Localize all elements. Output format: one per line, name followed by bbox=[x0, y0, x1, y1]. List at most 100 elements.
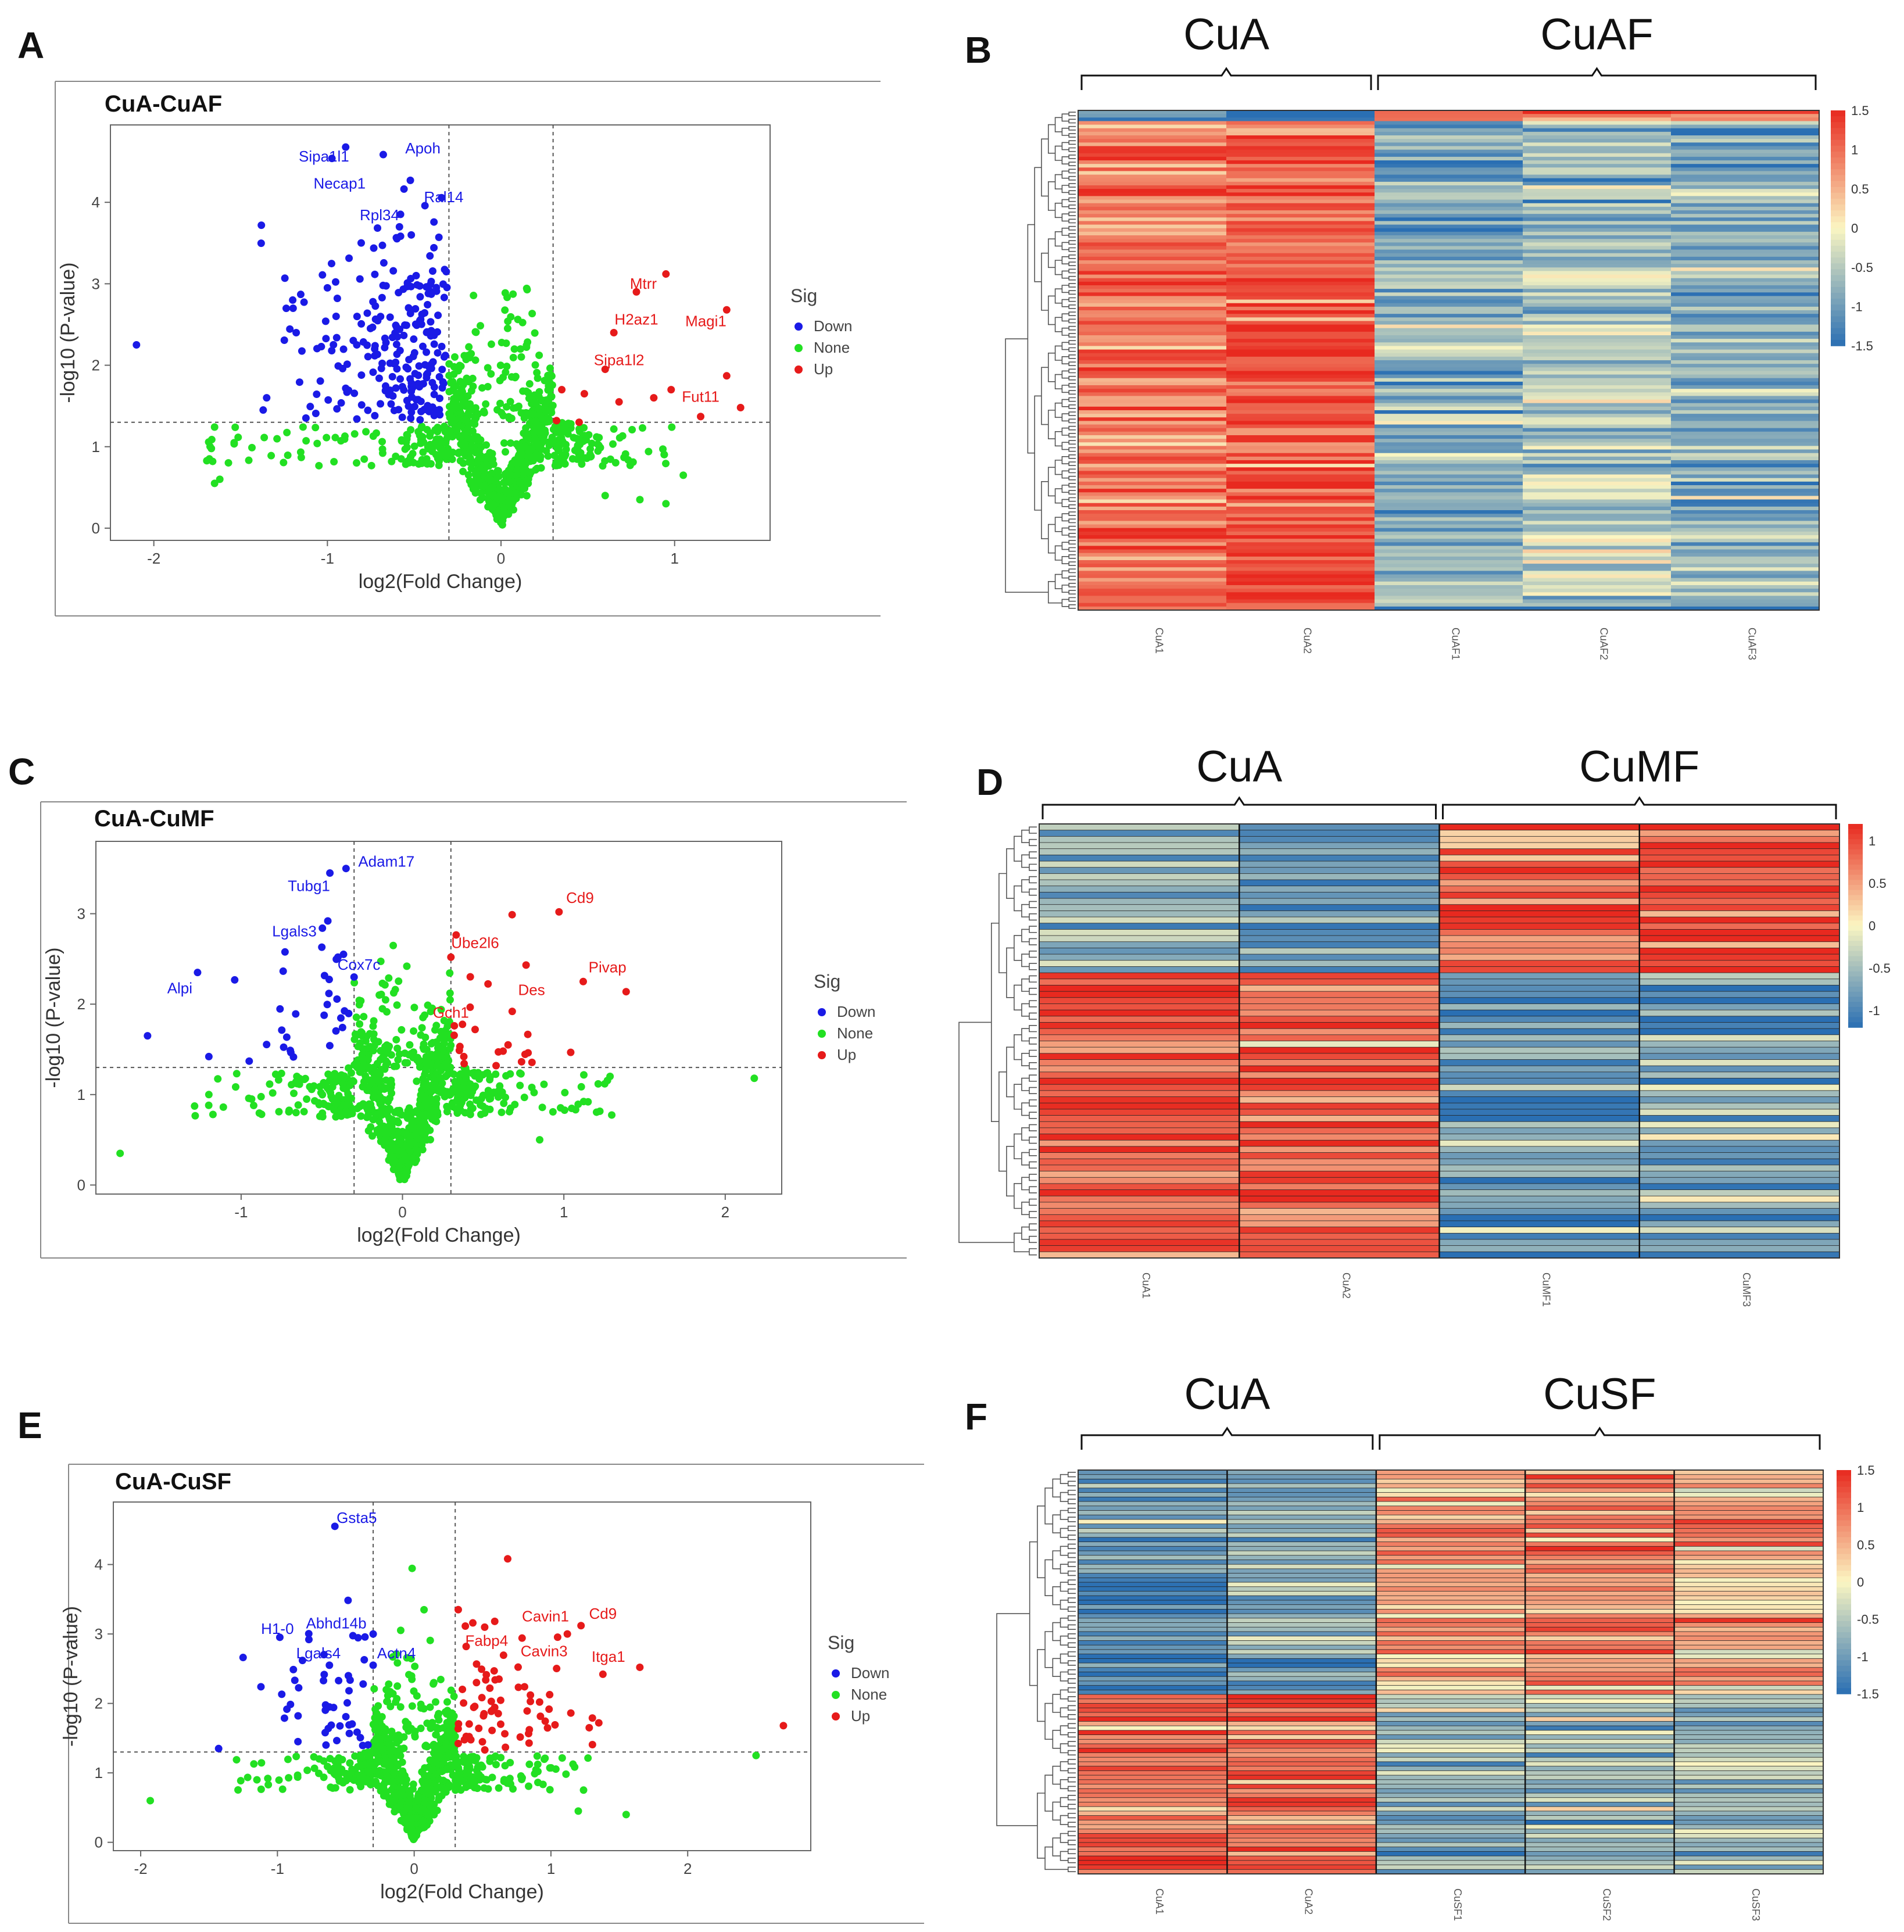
point-up bbox=[575, 418, 583, 426]
heatmap-cell bbox=[1078, 1537, 1228, 1543]
heatmap-cell bbox=[1376, 1618, 1526, 1623]
heatmap-cell bbox=[1523, 256, 1672, 261]
heatmap-cell bbox=[1078, 131, 1227, 136]
point-down bbox=[338, 1023, 346, 1031]
heatmap-cell bbox=[1078, 585, 1227, 589]
heatmap-cell bbox=[1439, 1071, 1640, 1079]
heatmap-cell bbox=[1523, 564, 1672, 568]
heatmap-cell bbox=[1239, 916, 1440, 924]
heatmap-cell bbox=[1226, 449, 1375, 454]
heatmap-cell bbox=[1039, 911, 1240, 918]
dendrogram-branch bbox=[1029, 826, 1037, 834]
point-none bbox=[494, 1093, 502, 1101]
dendrogram-branch bbox=[1061, 242, 1069, 250]
dendrogram-branch bbox=[1061, 227, 1069, 236]
heatmap-cell bbox=[1239, 1109, 1440, 1116]
heatmap-cell bbox=[1039, 886, 1240, 893]
point-down bbox=[345, 1687, 353, 1695]
heatmap-cell bbox=[1439, 1096, 1640, 1104]
heatmap-cell bbox=[1439, 1121, 1640, 1128]
heatmap-cell bbox=[1078, 156, 1227, 161]
heatmap-cell bbox=[1376, 1532, 1526, 1538]
heatmap-cell bbox=[1376, 1524, 1526, 1529]
dendrogram-branch bbox=[1047, 524, 1055, 554]
heatmap-cell bbox=[1226, 253, 1375, 257]
heatmap-cell bbox=[1375, 274, 1523, 279]
dendrogram-branch bbox=[1068, 504, 1076, 509]
point-up bbox=[471, 1702, 479, 1711]
point-none bbox=[511, 489, 519, 497]
point-up bbox=[545, 1705, 553, 1714]
heatmap-cell bbox=[1376, 1644, 1526, 1650]
heatmap-cell bbox=[1078, 117, 1227, 122]
point-none bbox=[414, 1135, 423, 1143]
heatmap-cell bbox=[1671, 592, 1820, 597]
dendrogram-branch bbox=[1068, 126, 1076, 131]
heatmap-cell bbox=[1039, 1102, 1240, 1110]
point-down bbox=[205, 1052, 213, 1060]
heatmap-cell bbox=[1375, 417, 1523, 422]
dendrogram-branch bbox=[1061, 456, 1069, 464]
color-bar-step bbox=[1831, 239, 1845, 246]
heatmap-cell bbox=[1439, 997, 1640, 1005]
point-none bbox=[331, 1078, 339, 1086]
color-bar-step bbox=[1831, 128, 1845, 135]
point-down bbox=[322, 1741, 330, 1749]
dendrogram-branch bbox=[1021, 1028, 1029, 1042]
point-down bbox=[295, 1684, 303, 1692]
heatmap-cell bbox=[1375, 317, 1523, 322]
heatmap-cell bbox=[1078, 467, 1227, 472]
heatmap-cell bbox=[1078, 342, 1227, 347]
heatmap-cell bbox=[1523, 339, 1672, 343]
heatmap-cell bbox=[1239, 1046, 1440, 1054]
point-down bbox=[387, 400, 395, 408]
heatmap-cell bbox=[1439, 985, 1640, 992]
heatmap-cell bbox=[1375, 278, 1523, 282]
dendrogram-branch bbox=[1029, 888, 1037, 896]
heatmap-cell bbox=[1226, 110, 1375, 114]
heatmap-cell bbox=[1226, 271, 1375, 275]
heatmap-cell bbox=[1524, 1613, 1675, 1619]
heatmap-cell bbox=[1039, 848, 1240, 856]
point-none bbox=[470, 1752, 478, 1761]
point-down bbox=[320, 1676, 328, 1684]
heatmap-cell bbox=[1375, 292, 1523, 297]
heatmap-cell bbox=[1375, 196, 1523, 200]
heatmap-cell bbox=[1439, 823, 1640, 831]
heatmap-cell bbox=[1226, 303, 1375, 307]
heatmap-cell bbox=[1523, 346, 1672, 350]
point-up bbox=[460, 1060, 468, 1068]
heatmap-cell bbox=[1078, 214, 1227, 218]
heatmap-cell bbox=[1375, 128, 1523, 132]
heatmap-cell bbox=[1078, 578, 1227, 582]
dendrogram-branch bbox=[1068, 511, 1076, 517]
point-none bbox=[364, 1106, 372, 1114]
heatmap-cell bbox=[1523, 221, 1672, 225]
heatmap-cell bbox=[1226, 189, 1375, 193]
point-none bbox=[442, 452, 450, 460]
heatmap-cell bbox=[1078, 1685, 1228, 1691]
point-none bbox=[505, 496, 513, 504]
heatmap-cell bbox=[1671, 199, 1820, 204]
color-bar-step bbox=[1848, 920, 1863, 926]
heatmap-cell bbox=[1375, 256, 1523, 261]
heatmap-cell bbox=[1523, 356, 1672, 361]
point-none bbox=[232, 1756, 241, 1764]
column-label: CuAF2 bbox=[1598, 628, 1610, 660]
point-none bbox=[353, 1105, 362, 1113]
point-none bbox=[116, 1149, 124, 1157]
legend-swatch bbox=[818, 1051, 826, 1059]
color-bar-step bbox=[1831, 310, 1845, 317]
gene-label: Alpi bbox=[167, 979, 192, 997]
y-tick-label: 0 bbox=[92, 519, 100, 537]
point-none bbox=[388, 1142, 396, 1150]
point-none bbox=[638, 424, 646, 432]
heatmap-cell bbox=[1239, 861, 1440, 868]
heatmap-cell bbox=[1671, 481, 1820, 486]
heatmap-cell bbox=[1239, 923, 1440, 930]
heatmap-cell bbox=[1226, 235, 1375, 239]
point-none bbox=[510, 345, 518, 353]
point-up bbox=[508, 1008, 516, 1016]
point-none bbox=[382, 1727, 391, 1735]
point-none bbox=[382, 1060, 391, 1068]
